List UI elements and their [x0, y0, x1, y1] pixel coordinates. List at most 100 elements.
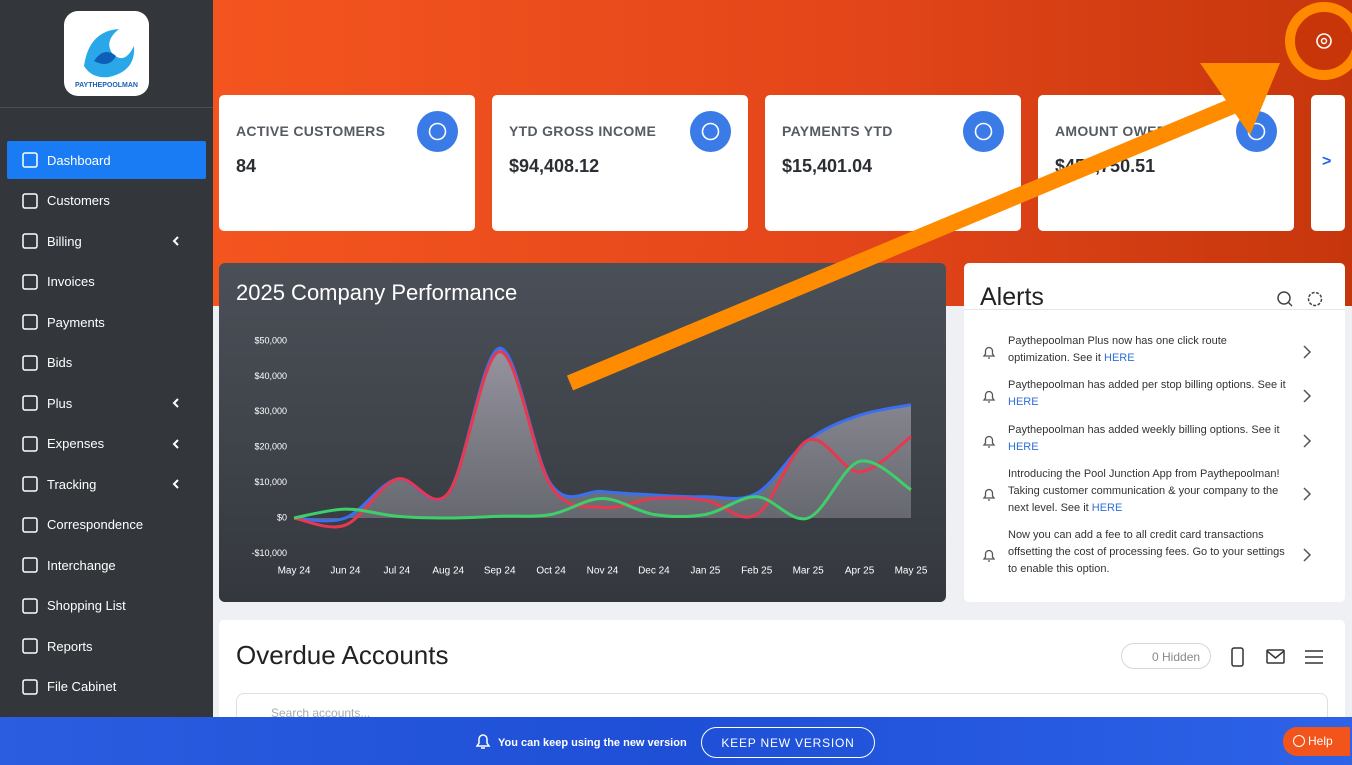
nav-item[interactable]: Shopping List: [7, 587, 206, 625]
alert-link[interactable]: HERE: [1008, 441, 1039, 453]
nav-label: Invoices: [47, 274, 95, 289]
nav-item[interactable]: File Cabinet: [7, 668, 206, 706]
series-line: [293, 350, 912, 529]
nav-item[interactable]: Correspondence: [7, 506, 206, 544]
keep-button[interactable]: KEEP NEW VERSION: [701, 727, 875, 758]
nav-item[interactable]: Billing: [7, 222, 206, 260]
x-tick-label: Jun 24: [330, 566, 360, 577]
alerts-tools: [1277, 291, 1323, 307]
alert-item[interactable]: Paythepoolman has added weekly billing o…: [982, 422, 1312, 456]
icon-shape: [22, 435, 38, 452]
stat-label: AMOUNT OWED: [1055, 123, 1168, 139]
icon-shape: [22, 476, 38, 492]
nav-item[interactable]: Interchange: [7, 546, 206, 584]
icon-shape: [22, 273, 38, 290]
stat-card-more[interactable]: >: [1311, 95, 1345, 231]
chevron-icon: [1303, 389, 1312, 403]
chevron: [1303, 547, 1312, 562]
y-tick-label: -$10,000: [251, 548, 287, 558]
nav-label: Interchange: [47, 557, 116, 573]
stat-card: PAYMENTS YTD $15,401.04: [765, 95, 1021, 231]
alerts-title: Alerts: [980, 283, 1044, 311]
nav-item[interactable]: Customers: [7, 182, 206, 220]
arrow-head: [1200, 63, 1280, 135]
x-tick-label: Apr 25: [845, 566, 875, 577]
x-tick-label: May 24: [278, 566, 311, 577]
alert-item[interactable]: Now you can add a fee to all credit card…: [982, 527, 1312, 578]
nav-item[interactable]: Payments: [7, 303, 206, 341]
logo[interactable]: PAYTHEPOOLMAN: [64, 11, 149, 96]
y-tick-label: $50,000: [254, 335, 287, 345]
more-arrow[interactable]: >: [1322, 153, 1332, 170]
y-tick-label: $20,000: [254, 442, 287, 452]
alert-text: Paythepoolman has added weekly billing o…: [1008, 424, 1280, 436]
x-tick-label: May 25: [895, 566, 928, 577]
icon-shape: [22, 395, 38, 411]
icon-shape: [22, 314, 38, 330]
nav-item[interactable]: Plus: [7, 384, 206, 422]
logo-art: PAYTHEPOOLMAN: [75, 29, 138, 89]
nav-item[interactable]: Expenses: [7, 425, 206, 463]
alert-item[interactable]: Introducing the Pool Junction App from P…: [982, 466, 1312, 517]
icon-shape: [22, 152, 38, 168]
nav-label: Dashboard: [47, 152, 111, 168]
nav-item[interactable]: Dashboard: [7, 141, 206, 179]
search-icon[interactable]: [1277, 291, 1291, 305]
chart-title: 2025 Company Performance: [236, 280, 517, 305]
stat-glyph: [428, 122, 447, 141]
alert-text: Paythepoolman Plus now has one click rou…: [1008, 335, 1227, 364]
alert-item[interactable]: Paythepoolman has added per stop billing…: [982, 377, 1312, 411]
y-tick-label: $0: [277, 512, 287, 522]
phone-icon[interactable]: [1231, 647, 1244, 667]
nav-icon: [22, 435, 38, 452]
keep-label: KEEP NEW VERSION: [721, 736, 855, 750]
help-button[interactable]: Help: [1283, 727, 1350, 756]
nav-item[interactable]: Invoices: [7, 263, 206, 301]
nav-label: File Cabinet: [47, 679, 117, 694]
stat-value: $94,408.12: [509, 156, 600, 176]
icon-shape: [22, 354, 38, 371]
alert-item[interactable]: Paythepoolman Plus now has one click rou…: [982, 333, 1312, 367]
overdue-tools: [1231, 647, 1323, 667]
nav-label: Billing: [47, 233, 82, 249]
chevron-icon: [1303, 486, 1312, 501]
gear-center: [1320, 37, 1328, 45]
alert-link[interactable]: HERE: [1008, 396, 1039, 408]
nav-item[interactable]: Bids: [7, 344, 206, 382]
nav-label: Shopping List: [47, 598, 126, 613]
nav-icon: [22, 476, 38, 492]
x-tick-label: Jan 25: [690, 566, 720, 577]
submenu-arrow: [172, 236, 179, 246]
stat-label: ACTIVE CUSTOMERS: [236, 123, 386, 139]
nav-label: Customers: [47, 193, 110, 208]
nav-icon: [22, 516, 38, 533]
bell: [982, 549, 996, 562]
annotation-arrow: [566, 63, 1280, 391]
chevron: [1303, 389, 1312, 403]
chevron: [1303, 434, 1312, 448]
nav-item[interactable]: Reports: [7, 627, 206, 665]
nav-label: Payments: [47, 314, 105, 330]
alert-text: Paythepoolman has added per stop billing…: [1008, 379, 1286, 391]
nav-label: Tracking: [47, 476, 97, 492]
mail-icon[interactable]: [1266, 649, 1285, 664]
hidden-toggle[interactable]: 0 Hidden: [1121, 643, 1211, 669]
chevron-icon: [1303, 434, 1312, 448]
gear-icon[interactable]: [1316, 33, 1332, 49]
filter-icon[interactable]: [1305, 650, 1323, 664]
alerts-card: Alerts: [964, 263, 1345, 602]
divider: [964, 309, 1345, 310]
nav-icon: [22, 314, 38, 330]
banner-text: You can keep using the new version: [498, 737, 687, 749]
alert-link[interactable]: HERE: [1104, 352, 1135, 364]
stat-icon: [417, 111, 458, 152]
nav-item[interactable]: Tracking: [7, 465, 206, 503]
y-tick-label: $10,000: [254, 477, 287, 487]
help-icon: [1293, 735, 1305, 747]
bell: [982, 390, 996, 403]
nav-icon: [22, 638, 38, 654]
settings-icon[interactable]: [1307, 291, 1323, 307]
alert-link[interactable]: HERE: [1091, 502, 1123, 514]
logo-text: PAYTHEPOOLMAN: [75, 82, 138, 89]
